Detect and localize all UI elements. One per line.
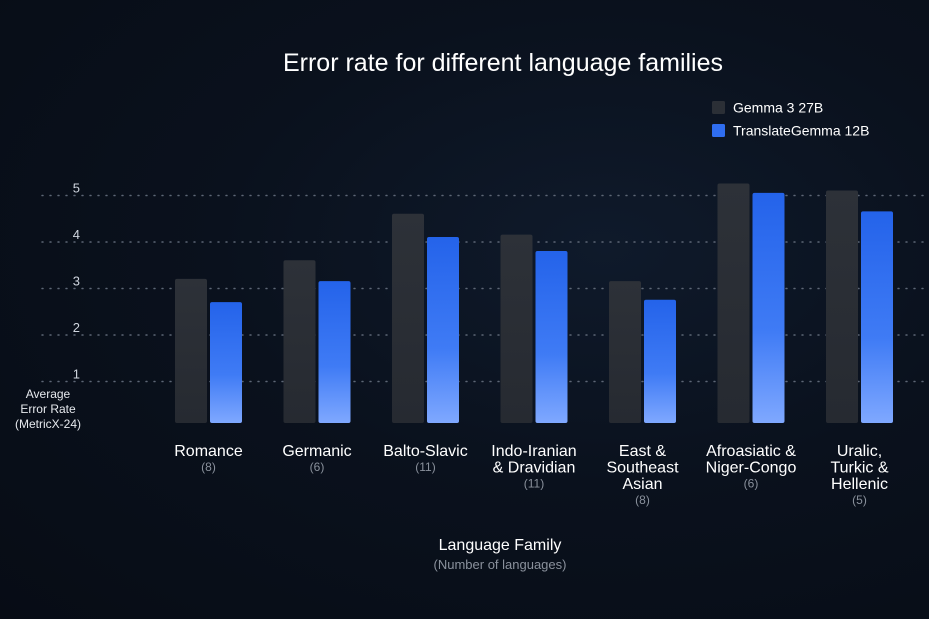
legend-label: Gemma 3 27B <box>733 100 823 116</box>
gridlines <box>41 194 926 383</box>
category-label: Niger-Congo <box>706 460 797 477</box>
x-axis-subtitle: (Number of languages) <box>434 557 567 572</box>
y-axis-title-line: Average <box>26 387 71 401</box>
category-count: (8) <box>201 460 216 474</box>
category-label: East & <box>619 443 666 460</box>
y-tick-label: 1 <box>73 367 80 382</box>
bar-translategemma-12b <box>318 281 351 423</box>
bar-translategemma-12b <box>861 211 893 423</box>
category-count: (8) <box>635 493 650 507</box>
y-tick-label: 2 <box>73 320 80 335</box>
bar-gemma-3-27b <box>500 234 533 423</box>
category-count: (6) <box>310 460 325 474</box>
category-count: (6) <box>744 477 759 491</box>
y-axis-title-line: (MetricX-24) <box>15 417 81 431</box>
x-axis-labels: Romance(8)Germanic(6)Balto-Slavic(11)Ind… <box>174 443 889 507</box>
bar-gemma-3-27b <box>609 281 641 423</box>
legend-swatch <box>712 124 725 137</box>
category-label: Uralic, <box>837 443 882 460</box>
category-label: Southeast <box>606 460 679 477</box>
y-axis-title-line: Error Rate <box>20 402 76 416</box>
category-label: Germanic <box>282 443 351 460</box>
y-tick-label: 4 <box>73 227 80 242</box>
y-tick-label: 3 <box>73 274 80 289</box>
y-tick-label: 5 <box>73 181 80 196</box>
bar-translategemma-12b <box>210 302 242 423</box>
category-count: (11) <box>524 477 544 491</box>
category-count: (5) <box>852 493 867 507</box>
legend-label: TranslateGemma 12B <box>733 123 869 139</box>
bar-translategemma-12b <box>752 192 785 423</box>
bar-translategemma-12b <box>427 237 459 423</box>
y-axis-ticks: 1 2 3 4 5 <box>73 181 80 382</box>
category-label: Balto-Slavic <box>383 443 467 460</box>
bar-gemma-3-27b <box>717 183 750 423</box>
legend-swatch <box>712 101 725 114</box>
bar-translategemma-12b <box>644 299 676 423</box>
chart-title: Error rate for different language famili… <box>283 49 723 77</box>
category-label: Indo-Iranian <box>491 443 576 460</box>
category-label: Romance <box>174 443 243 460</box>
category-label: Turkic & <box>830 460 888 477</box>
bar-gemma-3-27b <box>392 213 424 423</box>
legend: Gemma 3 27B TranslateGemma 12B <box>712 100 869 139</box>
category-count: (11) <box>415 460 435 474</box>
x-axis-title: Language Family <box>439 537 562 554</box>
bars <box>175 183 893 423</box>
category-label: Hellenic <box>831 476 888 493</box>
bar-gemma-3-27b <box>175 278 207 423</box>
category-label: & Dravidian <box>493 460 576 477</box>
category-label: Afroasiatic & <box>706 443 796 460</box>
category-label: Asian <box>622 476 662 493</box>
bar-translategemma-12b <box>535 250 568 423</box>
bar-gemma-3-27b <box>283 260 316 423</box>
bar-gemma-3-27b <box>826 190 858 423</box>
